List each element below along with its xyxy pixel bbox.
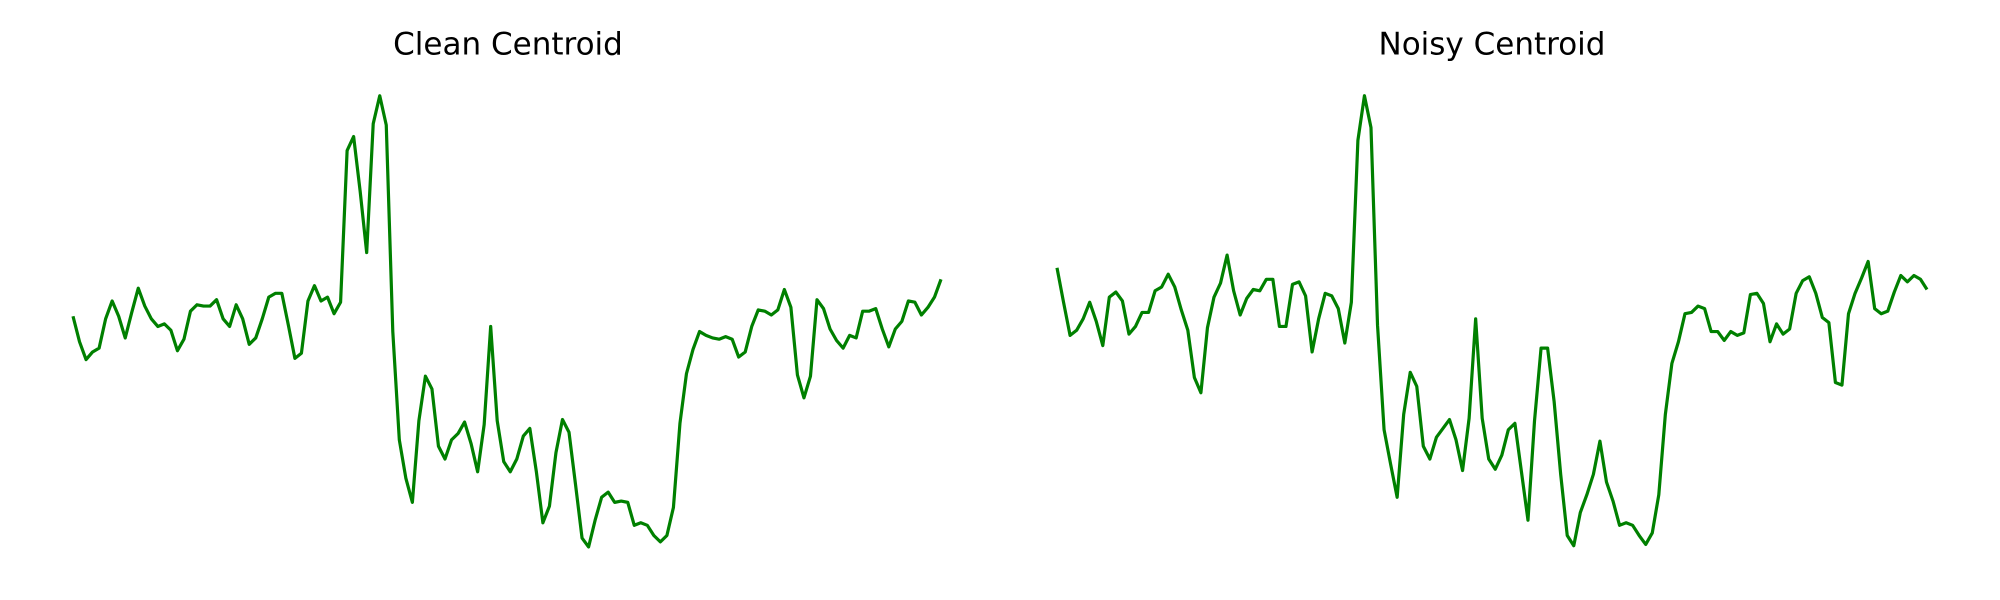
chart-title: Noisy Centroid xyxy=(1379,27,1606,63)
chart-title: Clean Centroid xyxy=(393,27,623,63)
line-series xyxy=(1055,94,1929,548)
line-series xyxy=(71,94,943,549)
